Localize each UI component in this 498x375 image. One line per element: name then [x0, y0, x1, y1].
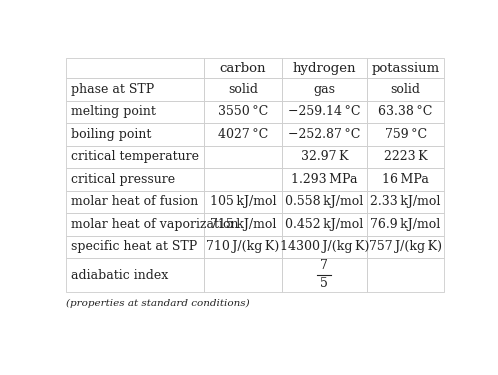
Bar — [367, 123, 444, 146]
Text: 3550 °C: 3550 °C — [218, 105, 268, 118]
Text: 2.33 kJ/mol: 2.33 kJ/mol — [371, 195, 441, 208]
Text: 0.452 kJ/mol: 0.452 kJ/mol — [285, 218, 364, 231]
Text: 14300 J/(kg K): 14300 J/(kg K) — [279, 240, 369, 254]
Text: −252.87 °C: −252.87 °C — [288, 128, 361, 141]
Bar — [66, 190, 204, 213]
Bar — [367, 101, 444, 123]
Text: solid: solid — [390, 83, 421, 96]
Text: 1.293 MPa: 1.293 MPa — [291, 173, 358, 186]
Bar — [204, 236, 282, 258]
Text: 715 kJ/mol: 715 kJ/mol — [210, 218, 276, 231]
Text: specific heat at STP: specific heat at STP — [71, 240, 197, 254]
Bar — [282, 258, 367, 292]
Text: solid: solid — [228, 83, 258, 96]
Bar — [204, 146, 282, 168]
Bar — [282, 146, 367, 168]
Text: critical temperature: critical temperature — [71, 150, 199, 164]
Bar — [204, 258, 282, 292]
Bar — [66, 146, 204, 168]
Text: phase at STP: phase at STP — [71, 83, 154, 96]
Text: 16 MPa: 16 MPa — [382, 173, 429, 186]
Text: 7: 7 — [320, 259, 328, 272]
Text: boiling point: boiling point — [71, 128, 151, 141]
Bar — [367, 146, 444, 168]
Text: (properties at standard conditions): (properties at standard conditions) — [66, 299, 249, 308]
Text: 2223 K: 2223 K — [384, 150, 427, 164]
Bar — [367, 58, 444, 78]
Bar — [66, 78, 204, 101]
Text: 759 °C: 759 °C — [384, 128, 427, 141]
Text: 0.558 kJ/mol: 0.558 kJ/mol — [285, 195, 364, 208]
Bar — [367, 168, 444, 190]
Text: gas: gas — [313, 83, 335, 96]
Bar — [66, 123, 204, 146]
Bar — [204, 123, 282, 146]
Text: adiabatic index: adiabatic index — [71, 268, 168, 282]
Bar — [66, 58, 204, 78]
Bar — [282, 58, 367, 78]
Text: 32.97 K: 32.97 K — [300, 150, 348, 164]
Text: 757 J/(kg K): 757 J/(kg K) — [369, 240, 442, 254]
Text: melting point: melting point — [71, 105, 155, 118]
Text: 4027 °C: 4027 °C — [218, 128, 268, 141]
Bar — [367, 258, 444, 292]
Bar — [204, 58, 282, 78]
Bar — [367, 213, 444, 236]
Text: 105 kJ/mol: 105 kJ/mol — [210, 195, 276, 208]
Bar — [282, 123, 367, 146]
Bar — [367, 78, 444, 101]
Bar — [282, 236, 367, 258]
Bar — [66, 101, 204, 123]
Bar — [204, 101, 282, 123]
Bar — [204, 78, 282, 101]
Bar — [204, 190, 282, 213]
Bar — [282, 168, 367, 190]
Bar — [282, 101, 367, 123]
Bar — [367, 236, 444, 258]
Text: 710 J/(kg K): 710 J/(kg K) — [206, 240, 279, 254]
Bar — [204, 168, 282, 190]
Bar — [66, 258, 204, 292]
Text: −259.14 °C: −259.14 °C — [288, 105, 361, 118]
Bar — [367, 190, 444, 213]
Text: 63.38 °C: 63.38 °C — [378, 105, 433, 118]
Bar — [282, 213, 367, 236]
Text: molar heat of vaporization: molar heat of vaporization — [71, 218, 238, 231]
Bar — [282, 190, 367, 213]
Text: critical pressure: critical pressure — [71, 173, 175, 186]
Text: 5: 5 — [320, 276, 328, 290]
Bar — [66, 168, 204, 190]
Text: hydrogen: hydrogen — [292, 62, 356, 75]
Bar — [66, 236, 204, 258]
Text: 76.9 kJ/mol: 76.9 kJ/mol — [371, 218, 441, 231]
Text: molar heat of fusion: molar heat of fusion — [71, 195, 198, 208]
Text: potassium: potassium — [372, 62, 440, 75]
Bar — [204, 213, 282, 236]
Bar — [66, 213, 204, 236]
Bar — [282, 78, 367, 101]
Text: carbon: carbon — [220, 62, 266, 75]
